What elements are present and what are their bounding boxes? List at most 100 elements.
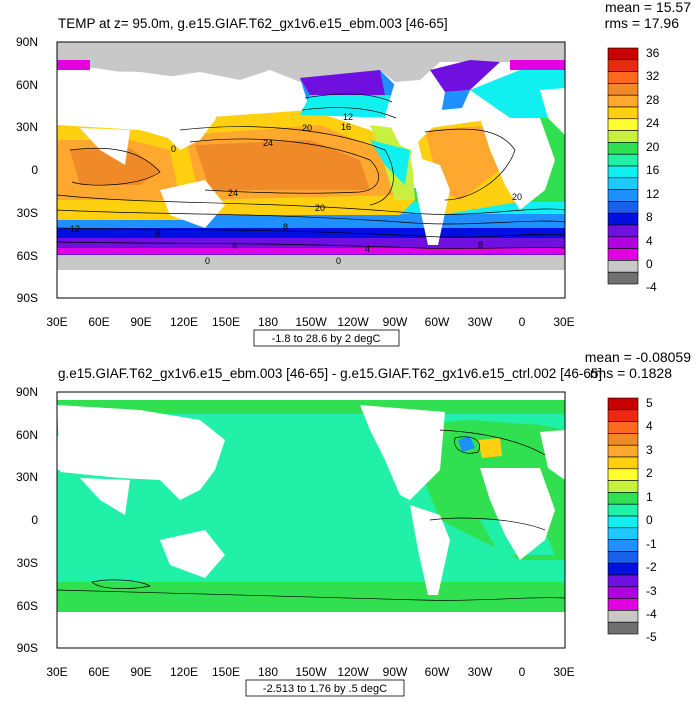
- colorbar-swatch: [607, 224, 639, 238]
- colorbar-swatch: [607, 118, 639, 131]
- panel2-mean: mean = -0.08059: [585, 349, 691, 365]
- panel1-colorbar: 36 32 28 24 20 16 12 8 4 0 -4: [607, 46, 660, 294]
- colorbar-swatch: [607, 142, 639, 155]
- lon-label: 60E: [88, 315, 109, 329]
- panel2-range-label: -2.513 to 1.76 by .5 degC: [263, 683, 387, 695]
- colorbar-label: 3: [646, 443, 653, 457]
- colorbar-swatch: [607, 189, 639, 202]
- contour-label: 20: [512, 192, 522, 202]
- colorbar-swatch: [607, 59, 639, 72]
- panel2-lon-axis: 30E 60E 90E 120E 150E 180 150W 120W 90W …: [46, 665, 574, 679]
- colorbar-label: 2: [646, 466, 653, 480]
- contour-label: 20: [302, 123, 312, 133]
- colorbar-swatch: [607, 47, 639, 61]
- contour-label: 20: [315, 203, 325, 213]
- colorbar-swatch: [607, 444, 639, 458]
- lon-label: 30E: [553, 315, 574, 329]
- colorbar-swatch: [607, 153, 639, 167]
- lat-label: 60N: [16, 428, 38, 442]
- lon-label: 150W: [295, 315, 327, 329]
- lat-label: 30S: [17, 206, 38, 220]
- lat-label: 60S: [17, 599, 38, 613]
- panel-difference: g.e15.GIAF.T62_gx1v6.e15_ebm.003 [46-65]…: [16, 349, 691, 697]
- colorbar-label: 32: [646, 69, 660, 83]
- colorbar-swatch: [607, 551, 639, 564]
- lon-label: 30E: [46, 665, 67, 679]
- colorbar-swatch: [607, 236, 639, 249]
- colorbar-label: 16: [646, 163, 660, 177]
- colorbar-label: 0: [646, 257, 653, 271]
- lon-label: 120W: [337, 315, 369, 329]
- colorbar-swatch: [607, 94, 639, 108]
- contour-label: 0: [171, 144, 176, 154]
- colorbar-swatch: [607, 574, 639, 588]
- colorbar-label: 12: [646, 187, 660, 201]
- colorbar-swatch: [607, 201, 639, 214]
- lon-label: 150E: [212, 665, 240, 679]
- colorbar-label: -1: [646, 537, 657, 551]
- colorbar-label: 4: [646, 234, 653, 248]
- lon-label: 120E: [170, 665, 198, 679]
- panel1-colorbar-boxes: [607, 47, 639, 285]
- colorbar-swatch: [607, 397, 639, 411]
- contour-label: 24: [263, 138, 273, 148]
- colorbar-swatch: [607, 527, 639, 540]
- colorbar-label: 4: [646, 419, 653, 433]
- lat-label: 30N: [16, 470, 38, 484]
- lat-label: 60N: [16, 78, 38, 92]
- colorbar-swatch: [607, 212, 639, 226]
- lon-label: 30W: [468, 665, 493, 679]
- colorbar-swatch: [607, 106, 639, 120]
- colorbar-swatch: [607, 248, 639, 261]
- lat-label: 90N: [16, 35, 38, 49]
- colorbar-swatch: [607, 539, 639, 552]
- colorbar-swatch: [607, 260, 639, 273]
- colorbar-swatch: [607, 433, 639, 446]
- contour-label: 8: [283, 222, 288, 232]
- lon-label: 60W: [425, 315, 450, 329]
- lon-label: 90E: [130, 315, 151, 329]
- panel2-lat-axis: 90N 60N 30N 0 30S 60S 90S: [16, 385, 38, 655]
- lon-label: 60W: [425, 665, 450, 679]
- colorbar-label: 5: [646, 396, 653, 410]
- panel1-frame: [56, 41, 566, 299]
- contour-label: 4: [365, 244, 370, 254]
- colorbar-swatch: [607, 130, 639, 143]
- colorbar-label: 20: [646, 140, 660, 154]
- panel1-title: TEMP at z= 95.0m, g.e15.GIAF.T62_gx1v6.e…: [58, 16, 448, 31]
- lon-label: 30W: [468, 315, 493, 329]
- panel2-colorbar-boxes: [607, 397, 639, 635]
- contour-label: 24: [228, 188, 238, 198]
- lat-label: 30N: [16, 120, 38, 134]
- panel1-mean: mean = 15.57: [605, 0, 691, 15]
- colorbar-swatch: [607, 610, 639, 623]
- colorbar-swatch: [607, 177, 639, 190]
- colorbar-swatch: [607, 480, 639, 493]
- panel1-range-box: -1.8 to 28.6 by 2 degC: [253, 329, 400, 347]
- colorbar-swatch: [607, 456, 639, 470]
- panel1-lat-axis: 90N 60N 30N 0 30S 60S 90S: [16, 35, 38, 305]
- colorbar-swatch: [607, 598, 639, 611]
- panel2-colorbar-labels: 5 4 3 2 1 0 -1 -2 -3 -4 -5: [646, 396, 657, 644]
- panel1-map: 24 20 24 20 12 8 4 0 0 0 16 12 8 4 8 20: [57, 42, 565, 298]
- colorbar-label: 24: [646, 116, 660, 130]
- lon-label: 0: [519, 315, 526, 329]
- colorbar-swatch: [607, 409, 639, 422]
- colorbar-swatch: [607, 586, 639, 599]
- lat-label: 0: [31, 513, 38, 527]
- lat-label: 90S: [17, 641, 38, 655]
- panel2-rms: rms = 0.1828: [590, 365, 672, 381]
- panel1-lon-axis: 30E 60E 90E 120E 150E 180 150W 120W 90W …: [46, 315, 574, 329]
- colorbar-swatch: [607, 562, 639, 576]
- lat-label: 0: [31, 163, 38, 177]
- lat-label: 60S: [17, 249, 38, 263]
- colorbar-swatch: [607, 492, 639, 505]
- lon-label: 180: [258, 665, 278, 679]
- contour-label: 8: [478, 240, 483, 250]
- contour-label: 0: [205, 256, 210, 266]
- lon-label: 30E: [553, 665, 574, 679]
- panel1-colorbar-labels: 36 32 28 24 20 16 12 8 4 0 -4: [646, 46, 660, 294]
- colorbar-swatch: [607, 621, 639, 635]
- lon-label: 90W: [383, 315, 408, 329]
- colorbar-label: -3: [646, 584, 657, 598]
